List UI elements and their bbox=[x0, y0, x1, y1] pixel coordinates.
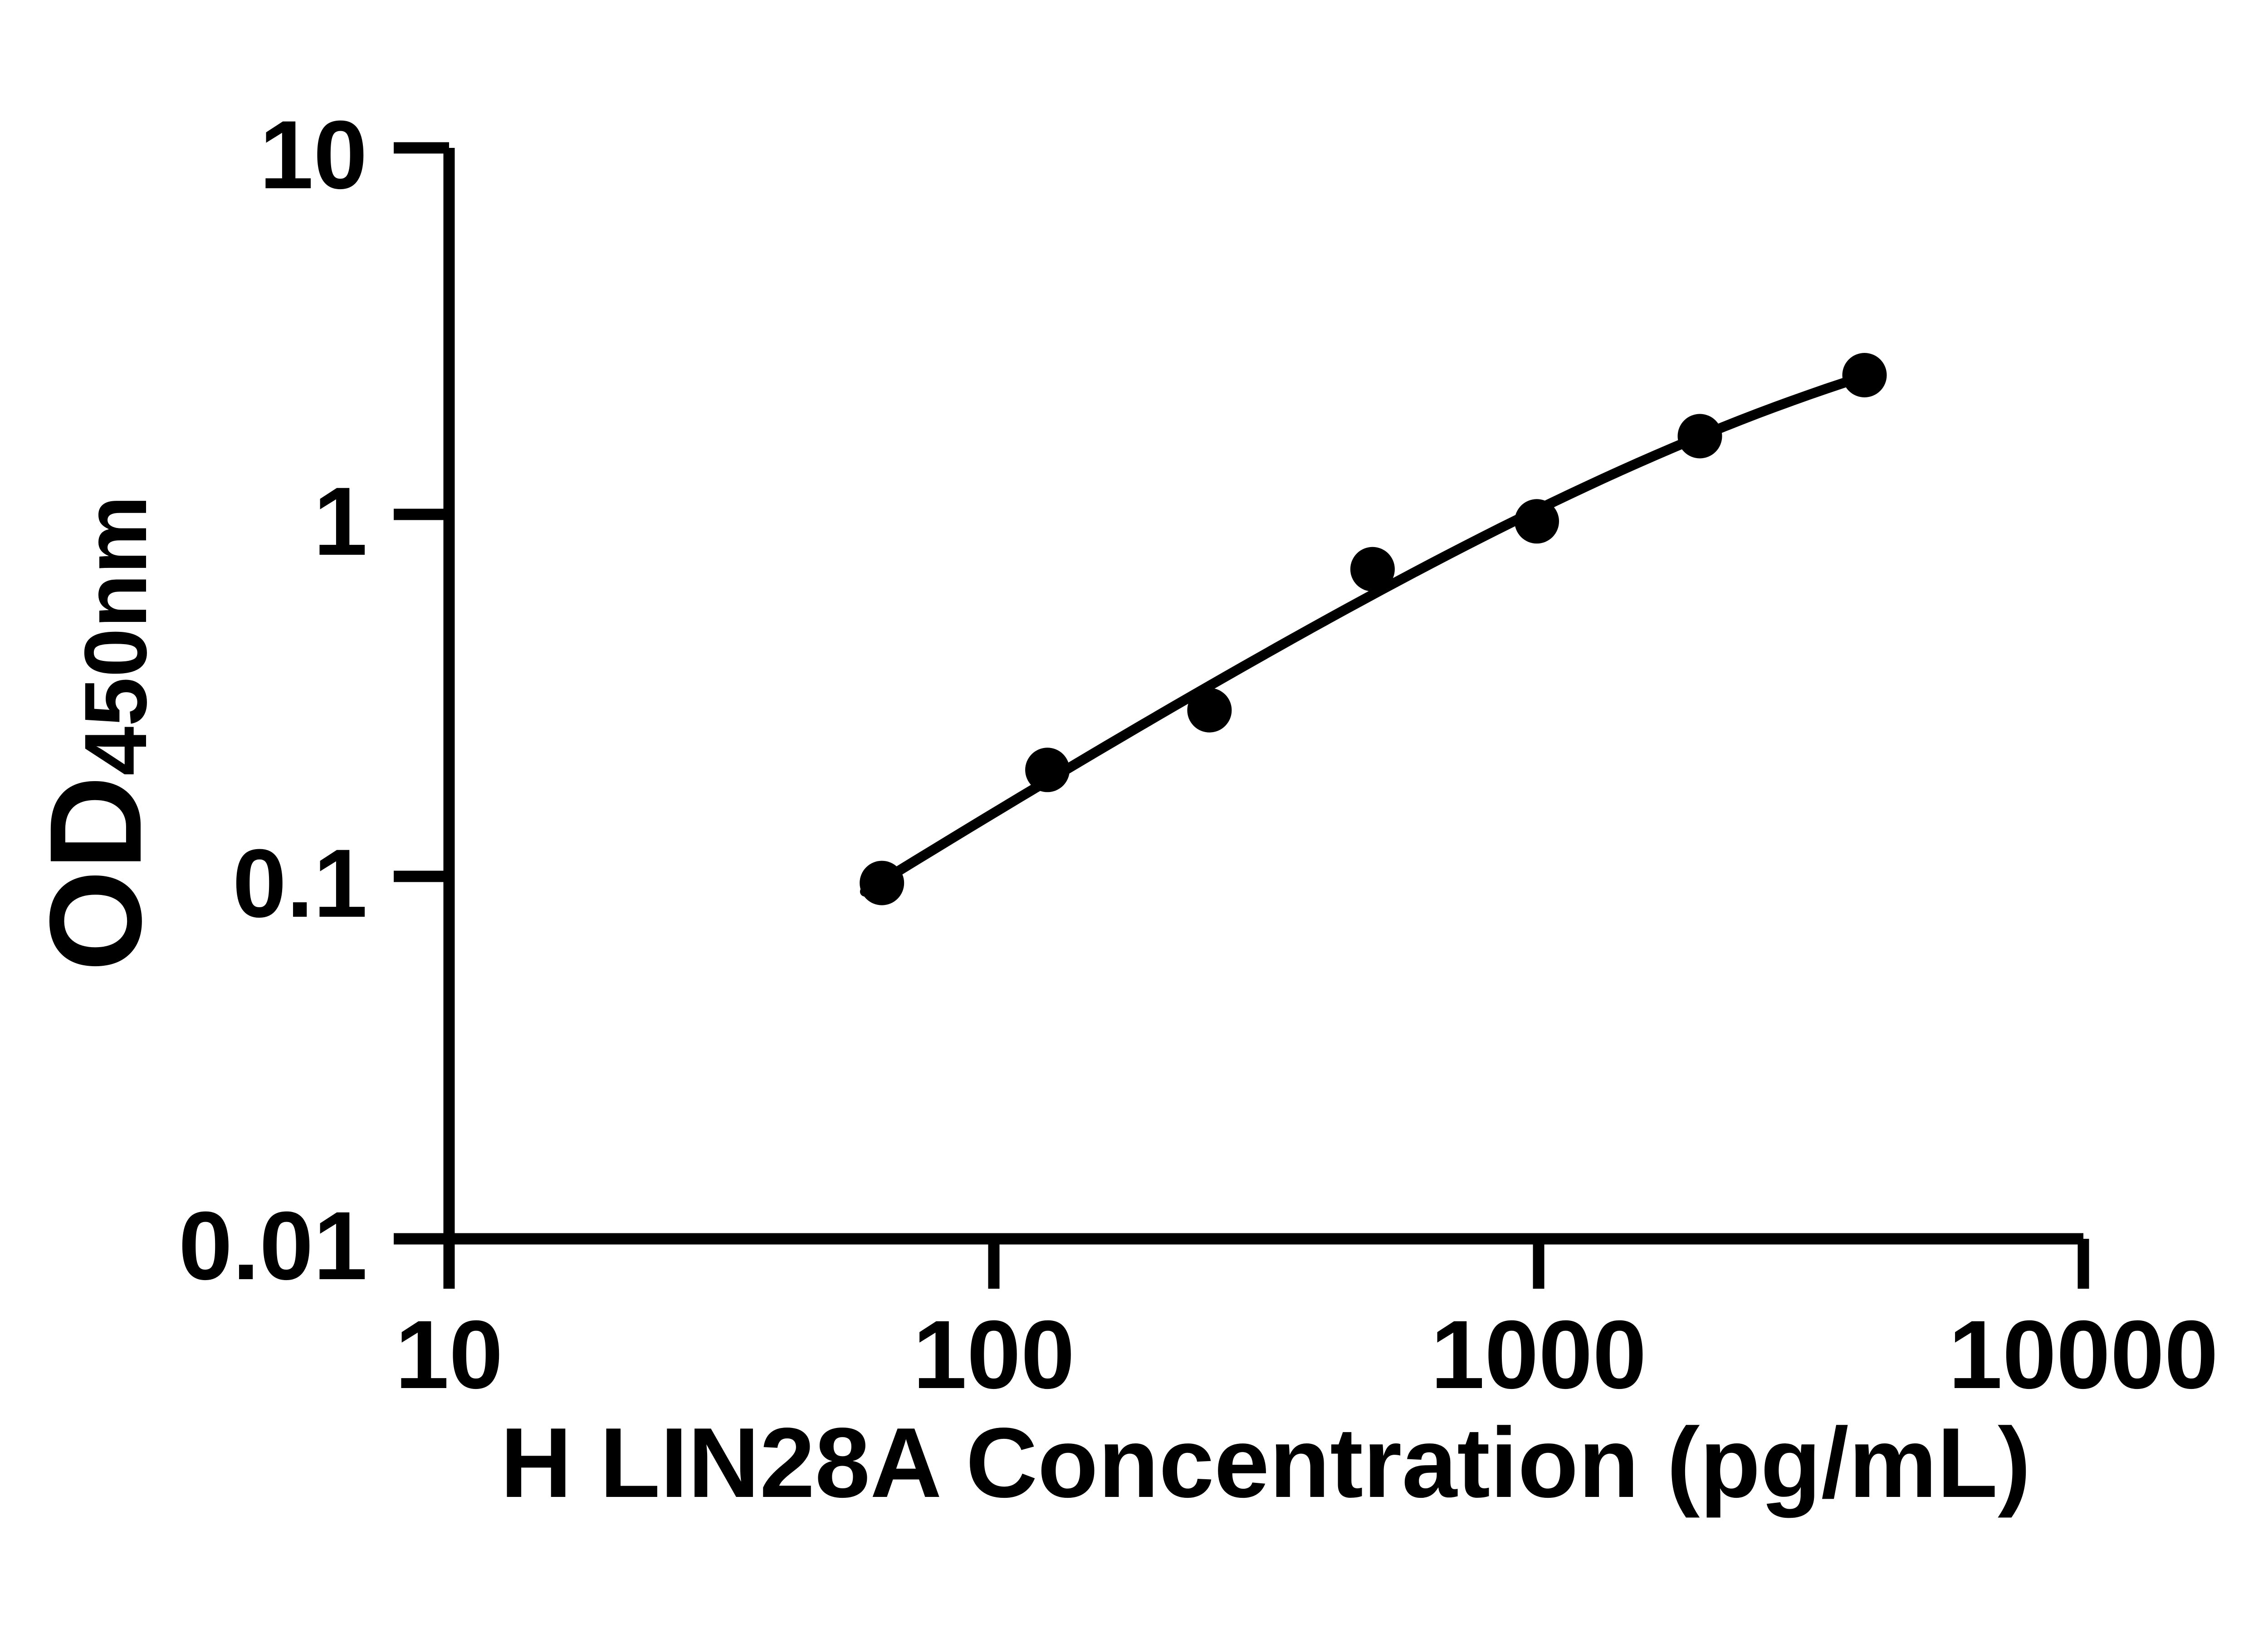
svg-text:1000: 1000 bbox=[1431, 1301, 1647, 1409]
svg-text:10000: 10000 bbox=[1948, 1301, 2218, 1409]
svg-text:H LIN28A Concentration (pg/mL): H LIN28A Concentration (pg/mL) bbox=[500, 1408, 2031, 1518]
svg-text:OD450nm: OD450nm bbox=[23, 495, 169, 972]
svg-text:100: 100 bbox=[913, 1301, 1075, 1409]
svg-text:0.1: 0.1 bbox=[233, 829, 368, 938]
svg-text:1: 1 bbox=[313, 467, 367, 576]
svg-text:10: 10 bbox=[259, 101, 367, 209]
svg-text:0.01: 0.01 bbox=[178, 1192, 367, 1300]
svg-text:10: 10 bbox=[395, 1301, 503, 1409]
